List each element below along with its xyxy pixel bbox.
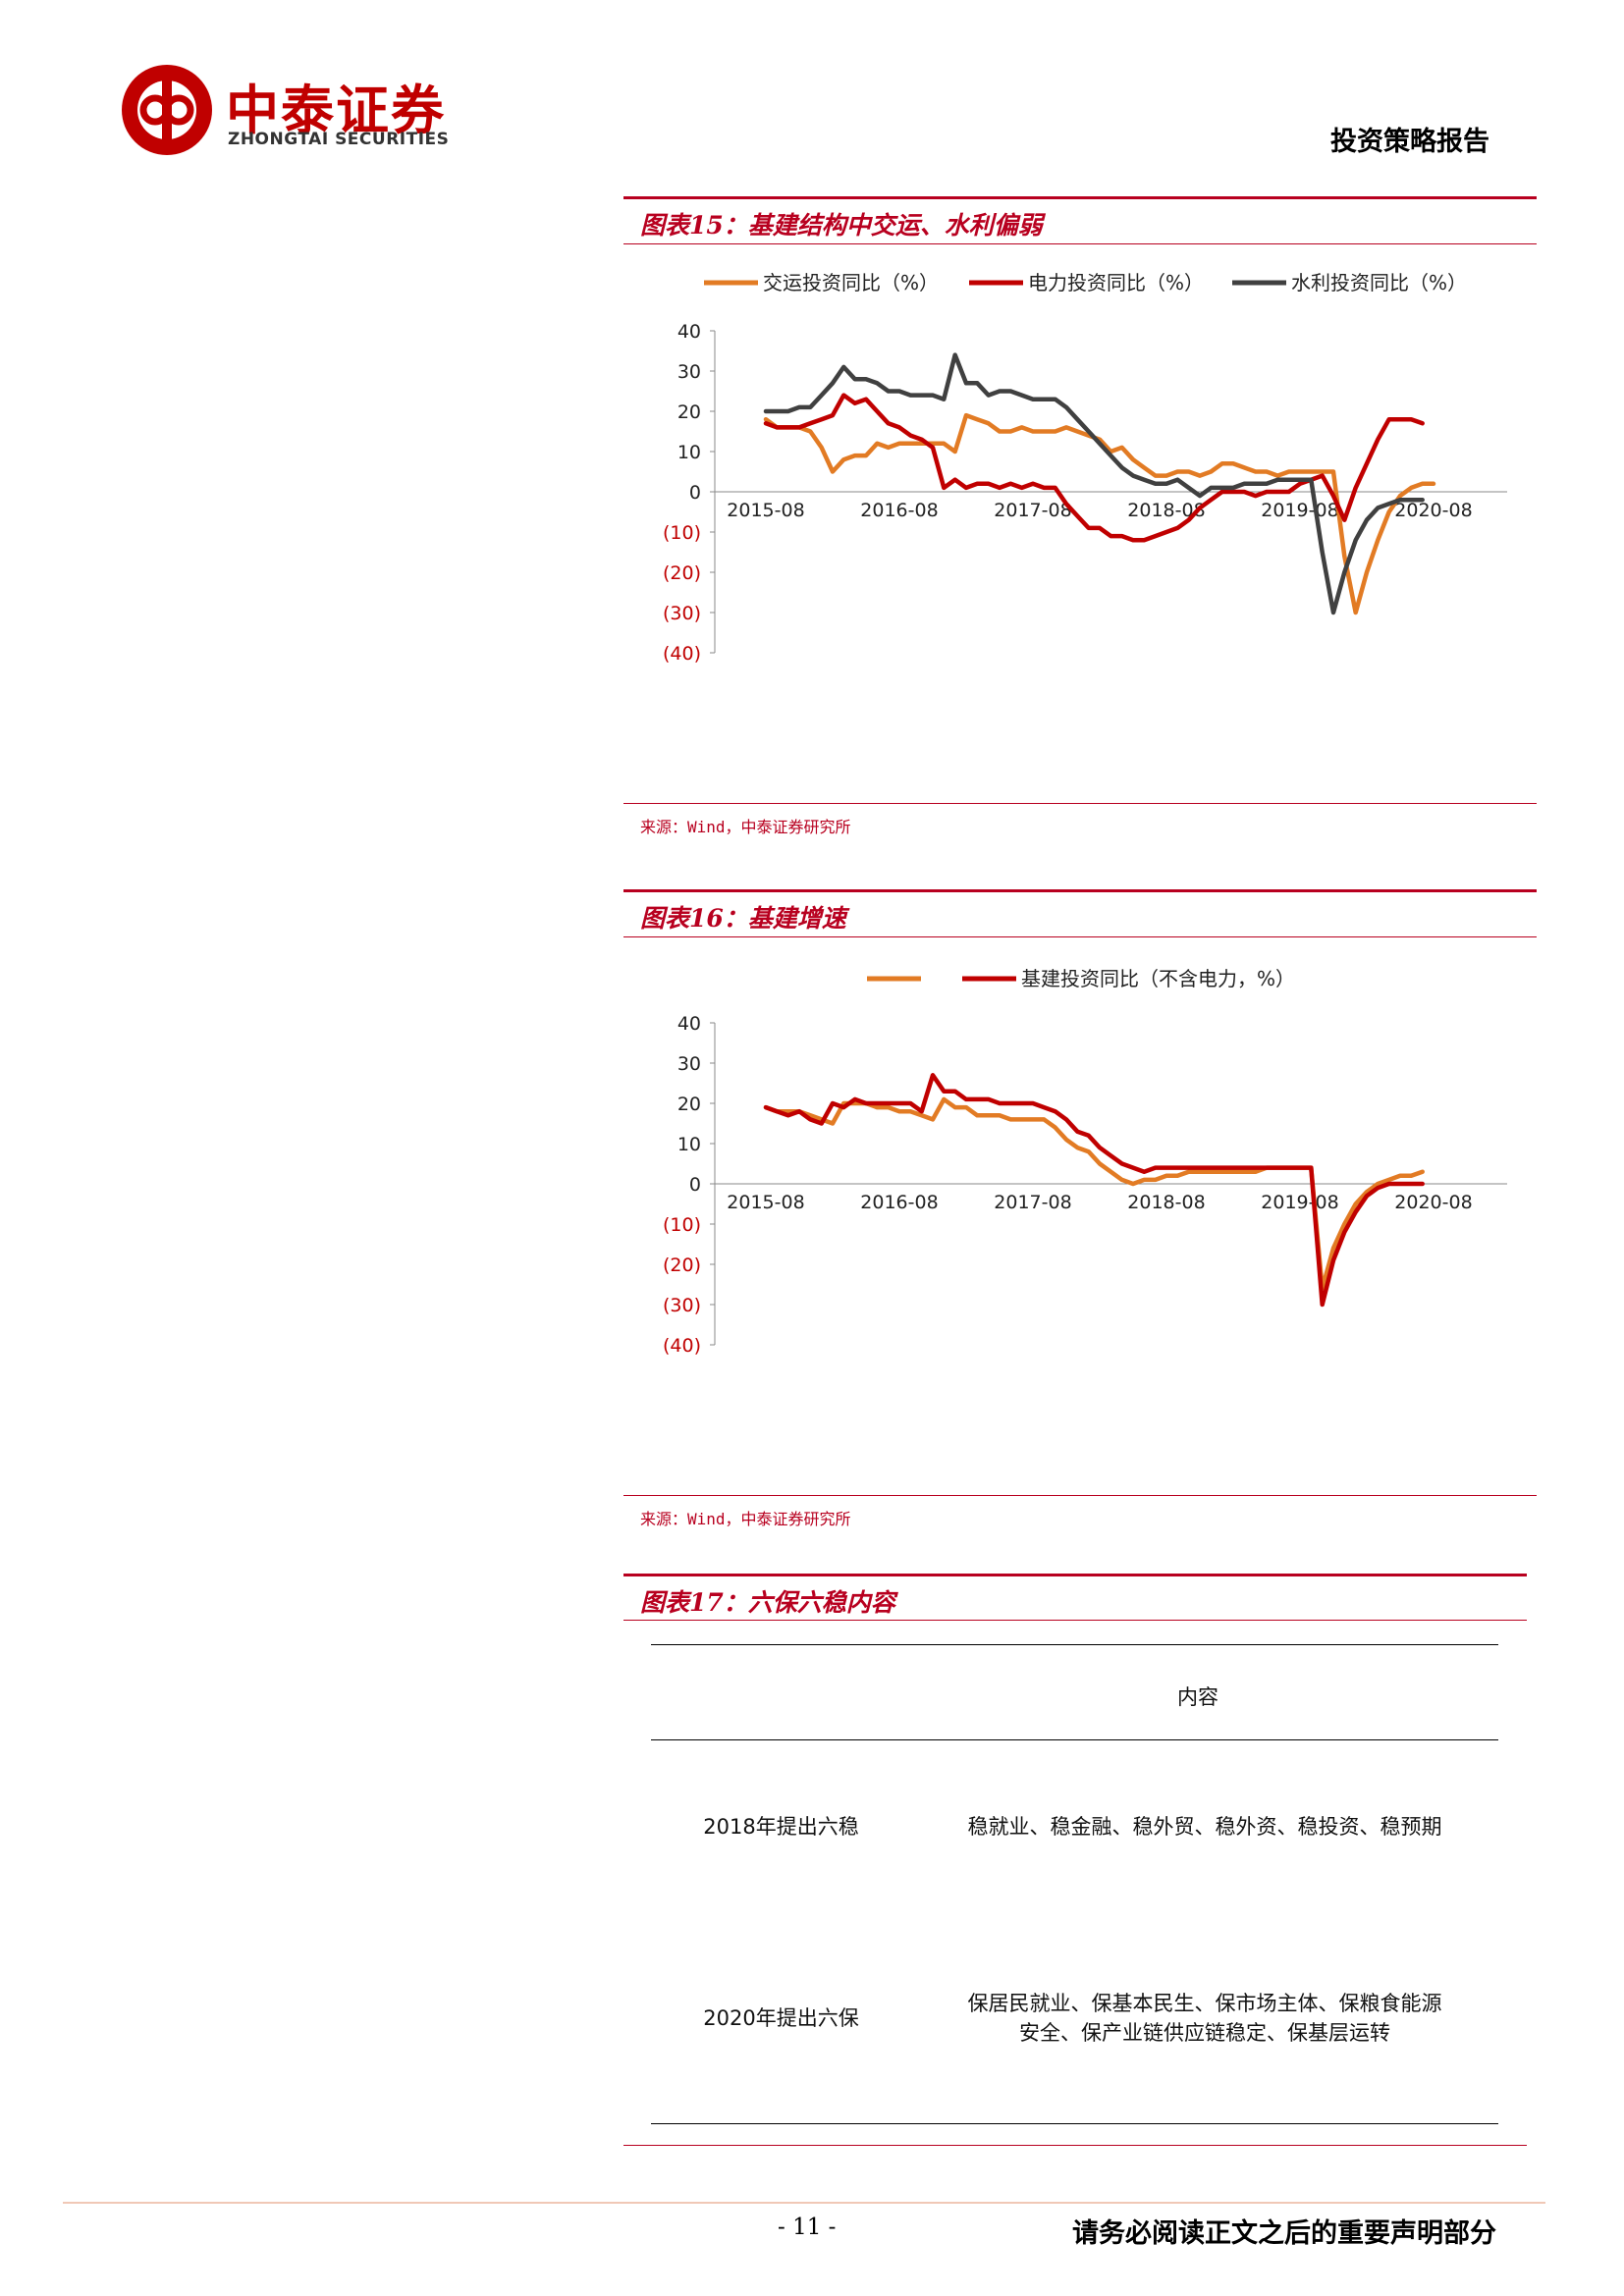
row-content-line1: 稳就业、稳金融、稳外贸、稳外资、稳投资、稳预期 — [967, 1815, 1442, 1839]
x-tick-label: 2017-08 — [994, 1192, 1071, 1213]
table-bottom-border — [651, 2123, 1498, 2124]
figure16-title: 图表16：基建增速 — [640, 904, 846, 933]
x-tick-label: 2020-08 — [1394, 500, 1472, 521]
table-header-border — [651, 1739, 1498, 1740]
report-type: 投资策略报告 — [1330, 127, 1489, 157]
y-tick-label: (10) — [663, 522, 701, 544]
y-tick-label: (20) — [663, 1255, 701, 1276]
footer-disclaimer: 请务必阅读正文之后的重要声明部分 — [1072, 2218, 1496, 2249]
figure15-title-rule — [623, 243, 1537, 244]
logo-chinese-name: 中泰证券 — [226, 80, 446, 141]
row-label: 2018年提出六稳 — [703, 1815, 859, 1839]
page-number: - 11 - — [778, 2215, 837, 2240]
figure15-title: 图表15：基建结构中交运、水利偏弱 — [640, 211, 1043, 240]
logo-mark-icon — [122, 65, 212, 155]
legend-label: 电力投资同比（%） — [1028, 271, 1204, 294]
table-row: 2018年提出六稳 稳就业、稳金融、稳外贸、稳外资、稳投资、稳预期 — [651, 1811, 1498, 1850]
series-line-2 — [763, 1073, 1425, 1308]
chart-infrastructure-structure: 40 30 20 10 0 (10) (20) (30) (40) 2015-08 2016-08 2… — [663, 271, 1507, 665]
table-top-border — [651, 1644, 1498, 1645]
figure15-top-rule — [623, 196, 1537, 199]
y-tick-label: (30) — [663, 603, 701, 624]
table-header-content: 内容 — [1177, 1685, 1218, 1709]
x-tick-label: 2017-08 — [994, 500, 1071, 521]
figure17-title-rule — [623, 1620, 1527, 1621]
figure17-bottom-rule — [623, 2145, 1527, 2146]
y-tick-label: 30 — [677, 361, 701, 383]
legend-label: 基建投资同比（不含电力，%） — [1021, 967, 1295, 990]
y-tick-label: 30 — [677, 1053, 701, 1075]
x-tick-label: 2016-08 — [860, 1192, 938, 1213]
figure17-title: 图表17：六保六稳内容 — [640, 1588, 895, 1617]
y-tick-label: 40 — [677, 321, 701, 343]
x-tick-label: 2019-08 — [1261, 1192, 1338, 1213]
brand-logo: 中泰证券 ZHONGTAI SECURITIES — [118, 59, 530, 162]
x-tick-label: 2018-08 — [1127, 500, 1205, 521]
x-tick-label: 2020-08 — [1394, 1192, 1472, 1213]
y-tick-label: (30) — [663, 1295, 701, 1316]
figure15-bottom-rule — [623, 803, 1537, 804]
y-tick-label: (40) — [663, 643, 701, 665]
figure16-bottom-rule — [623, 1495, 1537, 1496]
x-tick-label: 2019-08 — [1261, 500, 1338, 521]
x-tick-label: 2015-08 — [727, 1192, 804, 1213]
row-content-line2: 安全、保产业链供应链稳定、保基层运转 — [1019, 2021, 1390, 2045]
row-label: 2020年提出六保 — [703, 2006, 859, 2030]
y-tick-label: 10 — [677, 442, 701, 463]
y-tick-label: 0 — [689, 1174, 701, 1196]
x-tick-label: 2018-08 — [1127, 1192, 1205, 1213]
y-tick-label: 0 — [689, 482, 701, 504]
y-tick-label: (40) — [663, 1335, 701, 1357]
series-line-3 — [763, 352, 1425, 615]
row-content-line1: 保居民就业、保基本民生、保市场主体、保粮食能源 — [967, 1992, 1442, 2015]
figure16-title-rule — [623, 936, 1537, 937]
legend-label: 交运投资同比（%） — [763, 271, 939, 294]
figure16-top-rule — [623, 889, 1537, 892]
x-tick-label: 2015-08 — [727, 500, 804, 521]
chart-infrastructure-growth: 40 30 20 10 0 (10) (20) (30) (40) 2015-08 2016-08 2… — [663, 967, 1507, 1357]
x-tick-label: 2016-08 — [860, 500, 938, 521]
y-tick-label: (20) — [663, 562, 701, 584]
y-tick-label: 20 — [677, 401, 701, 423]
logo-english-name: ZHONGTAI SECURITIES — [228, 130, 450, 149]
y-tick-label: 10 — [677, 1134, 701, 1155]
table-row: 2020年提出六保 保居民就业、保基本民生、保市场主体、保粮食能源 安全、保产业… — [651, 1988, 1498, 2056]
footer-rule — [63, 2202, 1545, 2204]
y-tick-label: 40 — [677, 1013, 701, 1035]
series-line-1 — [763, 412, 1436, 615]
figure16-source: 来源：Wind，中泰证券研究所 — [640, 1510, 851, 1528]
figure17-top-rule — [623, 1574, 1527, 1576]
figure15-source: 来源：Wind，中泰证券研究所 — [640, 818, 851, 836]
y-tick-label: (10) — [663, 1214, 701, 1236]
legend-label: 水利投资同比（%） — [1291, 271, 1467, 294]
y-tick-label: 20 — [677, 1094, 701, 1115]
